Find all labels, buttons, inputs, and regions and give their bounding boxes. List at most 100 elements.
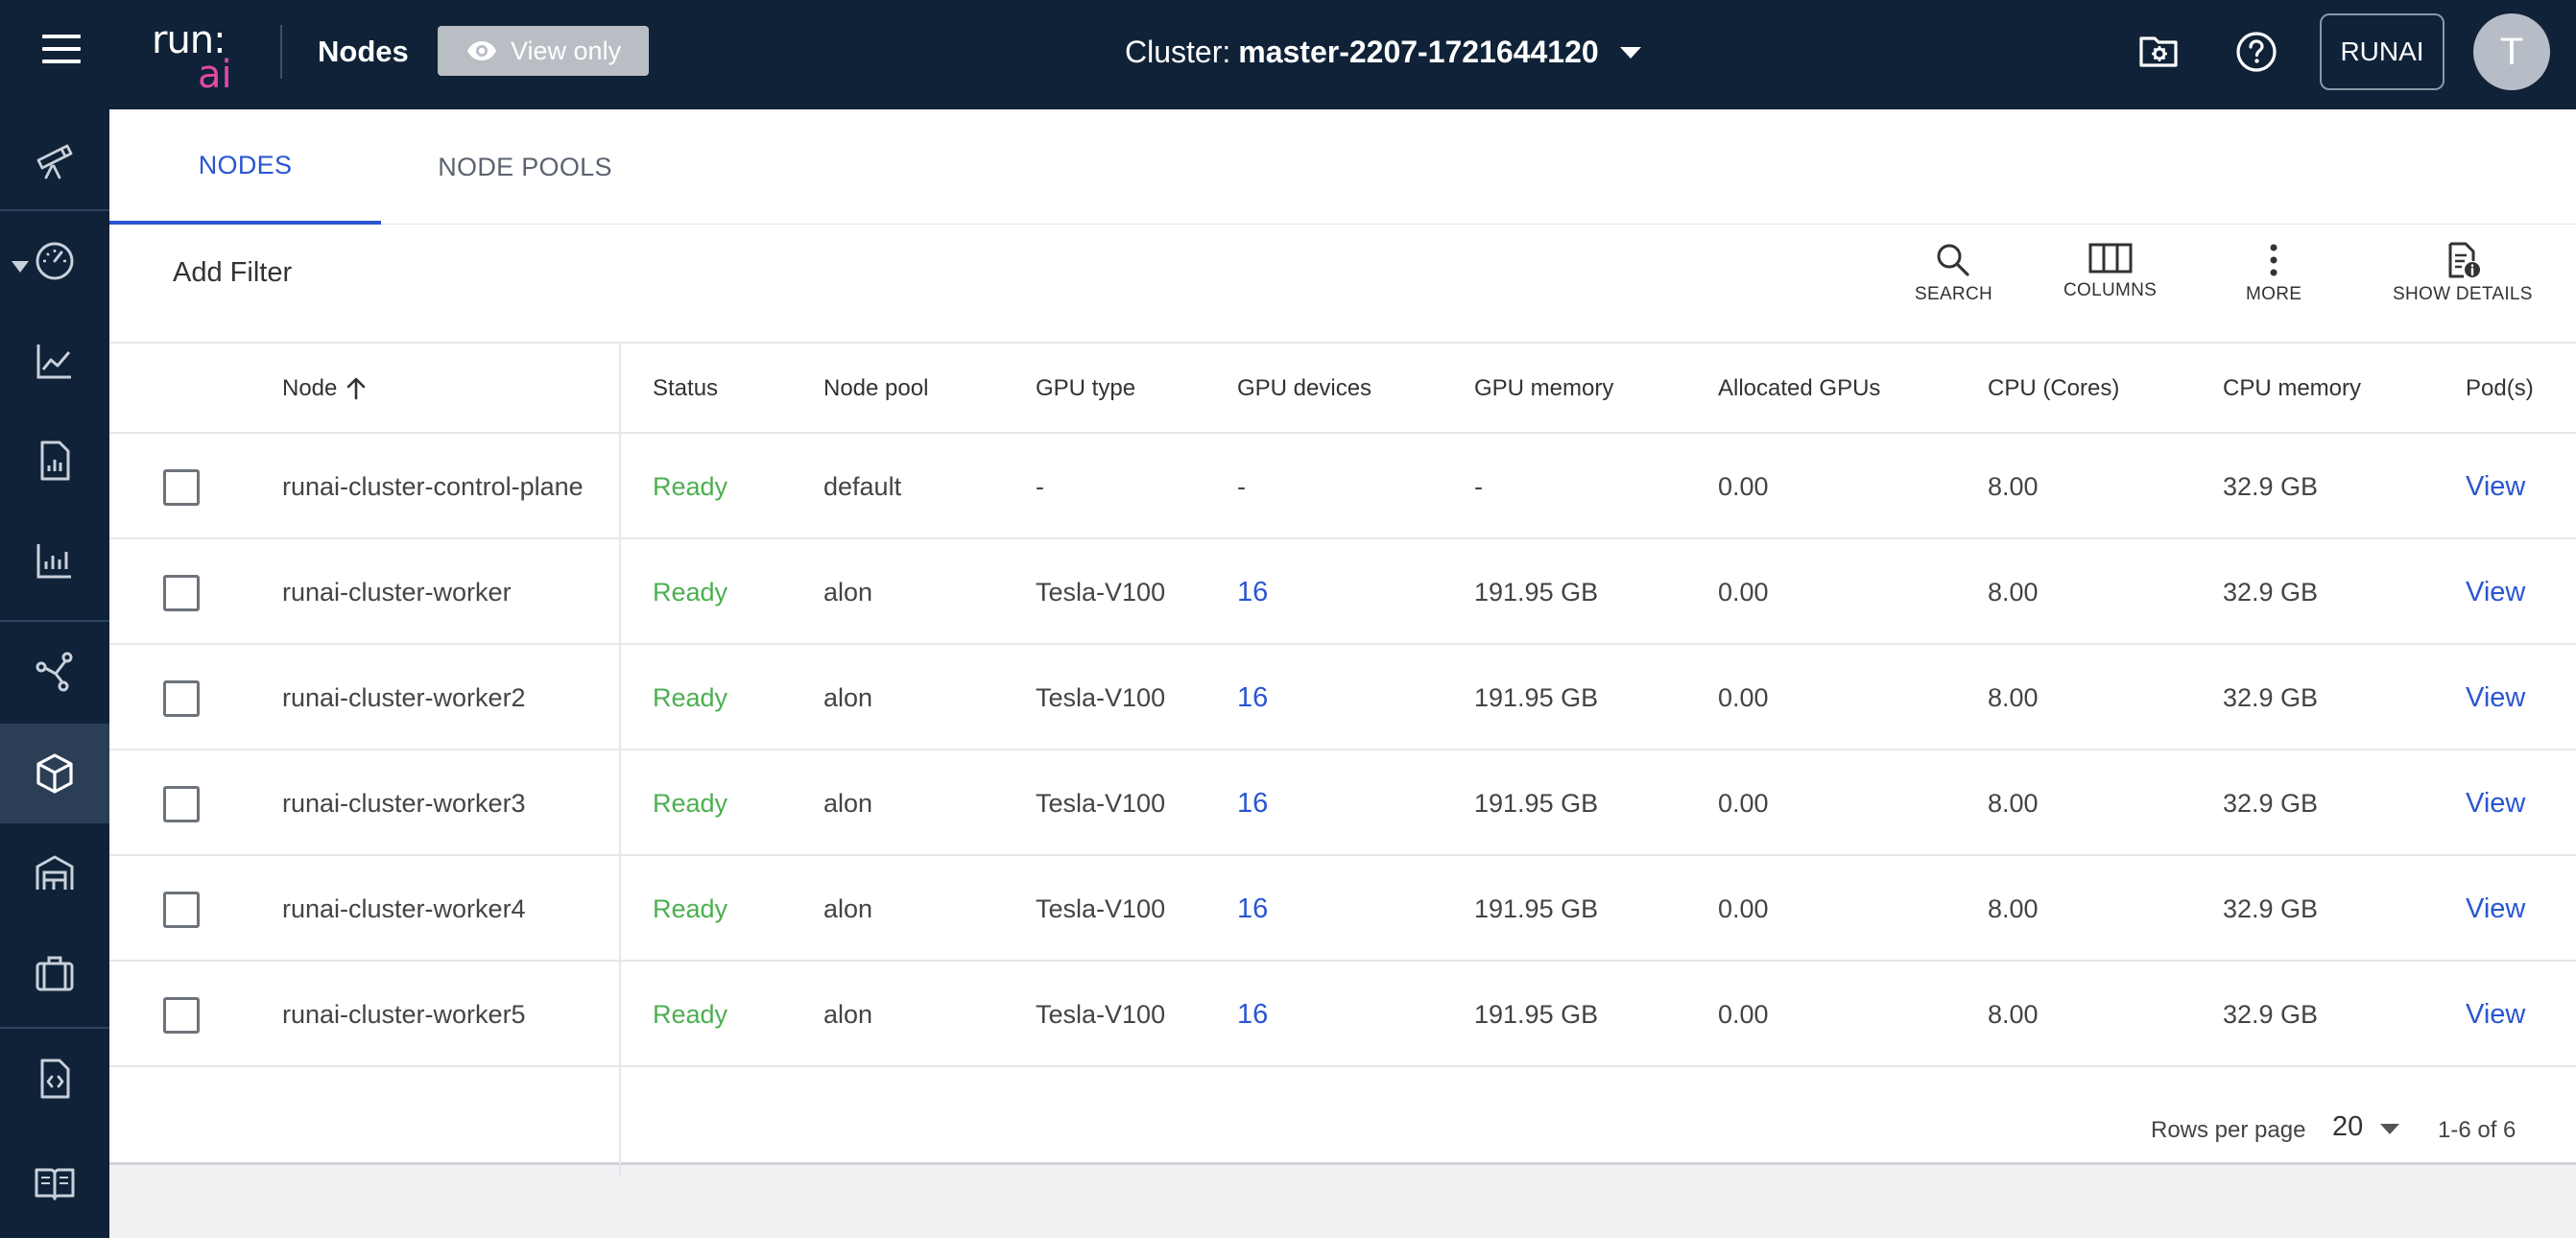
menu-icon[interactable]: [42, 35, 81, 67]
table-row[interactable]: runai-cluster-worker4 Ready alon Tesla-V…: [109, 856, 2576, 962]
pods-view-link[interactable]: View: [2466, 470, 2526, 502]
pods-view-link[interactable]: View: [2466, 998, 2526, 1030]
bar-chart-icon: [36, 544, 71, 579]
table-row[interactable]: runai-cluster-worker Ready alon Tesla-V1…: [109, 539, 2576, 645]
cpu-memory-cell: 32.9 GB: [2223, 577, 2319, 607]
show-details-button[interactable]: SHOW DETAILS: [2393, 242, 2533, 305]
tabs: NODES NODE POOLS: [109, 109, 2576, 225]
tenant-button[interactable]: RUNAI: [2320, 13, 2445, 90]
sidebar-item-dashboard[interactable]: [0, 211, 109, 311]
cpu-cores-cell: 8.00: [1988, 577, 2039, 607]
sidebar-item-api[interactable]: [0, 1029, 109, 1129]
chevron-down-icon: [2380, 1124, 2400, 1134]
column-header-gpu-memory[interactable]: GPU memory: [1474, 375, 1614, 401]
help-icon[interactable]: [2233, 29, 2279, 75]
node-name-cell: runai-cluster-control-plane: [282, 471, 584, 501]
pagination: Rows per page 20 1-6 of 6: [109, 1088, 2576, 1165]
status-cell: Ready: [653, 471, 728, 501]
sidebar-item-reports[interactable]: [0, 411, 109, 511]
runai-logo[interactable]: run: ai: [152, 15, 248, 94]
row-checkbox[interactable]: [163, 892, 200, 928]
rows-per-page-label: Rows per page: [2151, 1117, 2306, 1143]
node-pool-cell: alon: [823, 577, 873, 607]
row-checkbox[interactable]: [163, 997, 200, 1034]
column-header-node-pool[interactable]: Node pool: [823, 375, 929, 401]
cpu-memory-cell: 32.9 GB: [2223, 788, 2319, 818]
table-row[interactable]: runai-cluster-worker2 Ready alon Tesla-V…: [109, 645, 2576, 750]
collapse-caret-icon[interactable]: [12, 261, 29, 273]
column-header-cpu-memory[interactable]: CPU memory: [2223, 375, 2362, 401]
sidebar-item-workloads[interactable]: [0, 622, 109, 722]
folder-settings-icon[interactable]: [2135, 29, 2182, 75]
gpu-devices-link[interactable]: 16: [1237, 681, 1269, 713]
gpu-type-cell: Tesla-V100: [1036, 682, 1166, 712]
workloads-graph-icon: [36, 652, 73, 692]
gpu-type-cell: Tesla-V100: [1036, 788, 1166, 818]
table-row[interactable]: runai-cluster-worker5 Ready alon Tesla-V…: [109, 962, 2576, 1067]
column-header-gpu-devices[interactable]: GPU devices: [1237, 375, 1372, 401]
column-header-cpu-cores[interactable]: CPU (Cores): [1988, 375, 2120, 401]
logo-text-bottom: ai: [198, 53, 232, 97]
sidebar-item-nodes[interactable]: [0, 724, 109, 823]
sidebar: [0, 109, 109, 1238]
column-header-node-label: Node: [282, 375, 338, 401]
table-row[interactable]: runai-cluster-control-plane Ready defaul…: [109, 434, 2576, 539]
row-checkbox[interactable]: [163, 469, 200, 506]
gpu-devices-link[interactable]: 16: [1237, 787, 1269, 819]
cpu-memory-cell: 32.9 GB: [2223, 999, 2319, 1029]
cluster-selector[interactable]: Cluster: master-2207-1721644120: [1125, 35, 1641, 70]
node-pool-cell: default: [823, 471, 902, 501]
gpu-devices-link[interactable]: 16: [1237, 893, 1269, 924]
logo-text-top: run:: [152, 18, 227, 62]
tab-nodes[interactable]: NODES: [109, 109, 381, 225]
pods-view-link[interactable]: View: [2466, 893, 2526, 924]
status-cell: Ready: [653, 682, 728, 712]
tab-node-pools[interactable]: NODE POOLS: [438, 152, 612, 181]
gpu-memory-cell: 191.95 GB: [1474, 577, 1599, 607]
columns-button[interactable]: COLUMNS: [2063, 242, 2157, 301]
table-row[interactable]: runai-cluster-worker3 Ready alon Tesla-V…: [109, 750, 2576, 856]
cpu-cores-cell: 8.00: [1988, 682, 2039, 712]
column-header-status[interactable]: Status: [653, 375, 719, 401]
column-header-gpu-type[interactable]: GPU type: [1036, 375, 1136, 401]
gpu-type-cell: Tesla-V100: [1036, 577, 1166, 607]
pods-view-link[interactable]: View: [2466, 576, 2526, 607]
sidebar-item-docs[interactable]: [0, 1132, 109, 1232]
column-header-allocated-gpus[interactable]: Allocated GPUs: [1718, 375, 1881, 401]
top-app-bar: run: ai Nodes View only Cluster: master-…: [0, 0, 2576, 109]
nodes-panel: NODES NODE POOLS Add Filter SEARCH COLUM…: [109, 109, 2576, 1177]
search-button[interactable]: SEARCH: [1915, 242, 1992, 305]
column-header-pods[interactable]: Pod(s): [2466, 375, 2534, 401]
topbar-divider: [280, 25, 282, 79]
sidebar-item-analytics[interactable]: [0, 311, 109, 411]
page-title: Nodes: [318, 35, 409, 68]
rows-per-page-select[interactable]: 20: [2332, 1111, 2400, 1143]
sidebar-divider: [0, 209, 109, 211]
node-name-cell: runai-cluster-worker: [282, 577, 512, 607]
sidebar-item-departments[interactable]: [0, 823, 109, 923]
sidebar-item-metrics[interactable]: [0, 511, 109, 610]
row-checkbox[interactable]: [163, 680, 200, 717]
sidebar-divider: [0, 1027, 109, 1029]
pods-view-link[interactable]: View: [2466, 681, 2526, 713]
row-checkbox[interactable]: [163, 575, 200, 611]
pinned-column-divider: [619, 342, 621, 1177]
gpu-type-cell: Tesla-V100: [1036, 893, 1166, 923]
gpu-devices-link[interactable]: 16: [1237, 998, 1269, 1030]
sidebar-item-projects[interactable]: [0, 923, 109, 1023]
status-cell: Ready: [653, 577, 728, 607]
column-header-node[interactable]: Node: [282, 344, 370, 434]
add-filter-button[interactable]: Add Filter: [173, 257, 293, 288]
row-checkbox[interactable]: [163, 786, 200, 822]
gpu-devices-link[interactable]: 16: [1237, 576, 1269, 607]
api-doc-icon: [40, 1059, 70, 1099]
allocated-gpus-cell: 0.00: [1718, 471, 1769, 501]
allocated-gpus-cell: 0.00: [1718, 788, 1769, 818]
document-info-icon: [2448, 242, 2480, 278]
cpu-cores-cell: 8.00: [1988, 893, 2039, 923]
pods-view-link[interactable]: View: [2466, 787, 2526, 819]
sidebar-item-overview[interactable]: [0, 109, 109, 209]
avatar[interactable]: T: [2473, 13, 2550, 90]
more-button[interactable]: MORE: [2246, 242, 2302, 305]
node-pool-cell: alon: [823, 788, 873, 818]
